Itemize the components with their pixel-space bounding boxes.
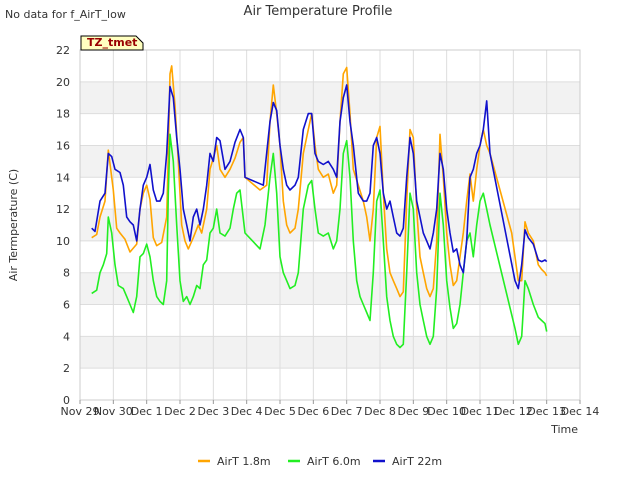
legend: AirT 1.8m AirT 6.0m AirT 22m	[198, 455, 442, 468]
legend-label: AirT 6.0m	[307, 455, 361, 468]
series-line-airt-22m	[91, 84, 548, 290]
y-tick-label: 18	[56, 108, 70, 121]
x-tick-label: Dec 4	[231, 405, 263, 418]
y-axis-label: Air Termperature (C)	[7, 169, 20, 281]
x-tick-label: Nov 30	[94, 405, 133, 418]
y-tick-label: 20	[56, 76, 70, 89]
x-tick-label: Nov 29	[61, 405, 100, 418]
band	[80, 336, 580, 369]
y-tick-label: 4	[63, 330, 70, 343]
series-lines	[91, 65, 548, 349]
y-tick-label: 8	[63, 267, 70, 280]
y-axis-ticks: 0 2 4 6 8 10 12 14 16 18 20 22	[56, 44, 70, 407]
x-tick-label: Dec 3	[197, 405, 229, 418]
y-tick-label: 12	[56, 203, 70, 216]
x-tick-label: Dec 1	[131, 405, 163, 418]
y-tick-label: 16	[56, 139, 70, 152]
x-tick-label: Dec 13	[527, 405, 566, 418]
legend-label: AirT 1.8m	[217, 455, 271, 468]
x-tick-label: Dec 12	[494, 405, 533, 418]
y-tick-label: 2	[63, 362, 70, 375]
badge-background	[80, 35, 144, 51]
y-tick-label: 14	[56, 171, 70, 184]
band	[80, 145, 580, 178]
y-tick-label: 22	[56, 44, 70, 57]
x-tick-label: Dec 7	[331, 405, 363, 418]
chart-title: Air Temperature Profile	[244, 4, 393, 19]
legend-label: AirT 22m	[392, 455, 442, 468]
x-axis-label: Time	[550, 423, 578, 436]
background-bands	[80, 81, 580, 369]
x-tick-label: Dec 11	[461, 405, 500, 418]
x-tick-label: Dec 5	[264, 405, 296, 418]
y-tick-label: 10	[56, 235, 70, 248]
x-tick-label: Dec 8	[364, 405, 396, 418]
band	[80, 81, 580, 114]
plot-area	[79, 49, 581, 401]
x-tick-label: Dec 14	[561, 405, 600, 418]
badge-label: TZ_tmet	[87, 36, 137, 49]
tz-badge: TZ_tmet	[80, 35, 144, 51]
y-tick-label: 6	[63, 299, 70, 312]
x-tick-label: Dec 10	[427, 405, 466, 418]
x-tick-label: Dec 6	[297, 405, 329, 418]
x-tick-label: Dec 2	[164, 405, 196, 418]
x-tick-label: Dec 9	[397, 405, 429, 418]
series-line-airt-6-0m	[91, 133, 548, 349]
y-tick-label: 0	[63, 394, 70, 407]
no-data-note: No data for f_AirT_low	[5, 8, 126, 21]
